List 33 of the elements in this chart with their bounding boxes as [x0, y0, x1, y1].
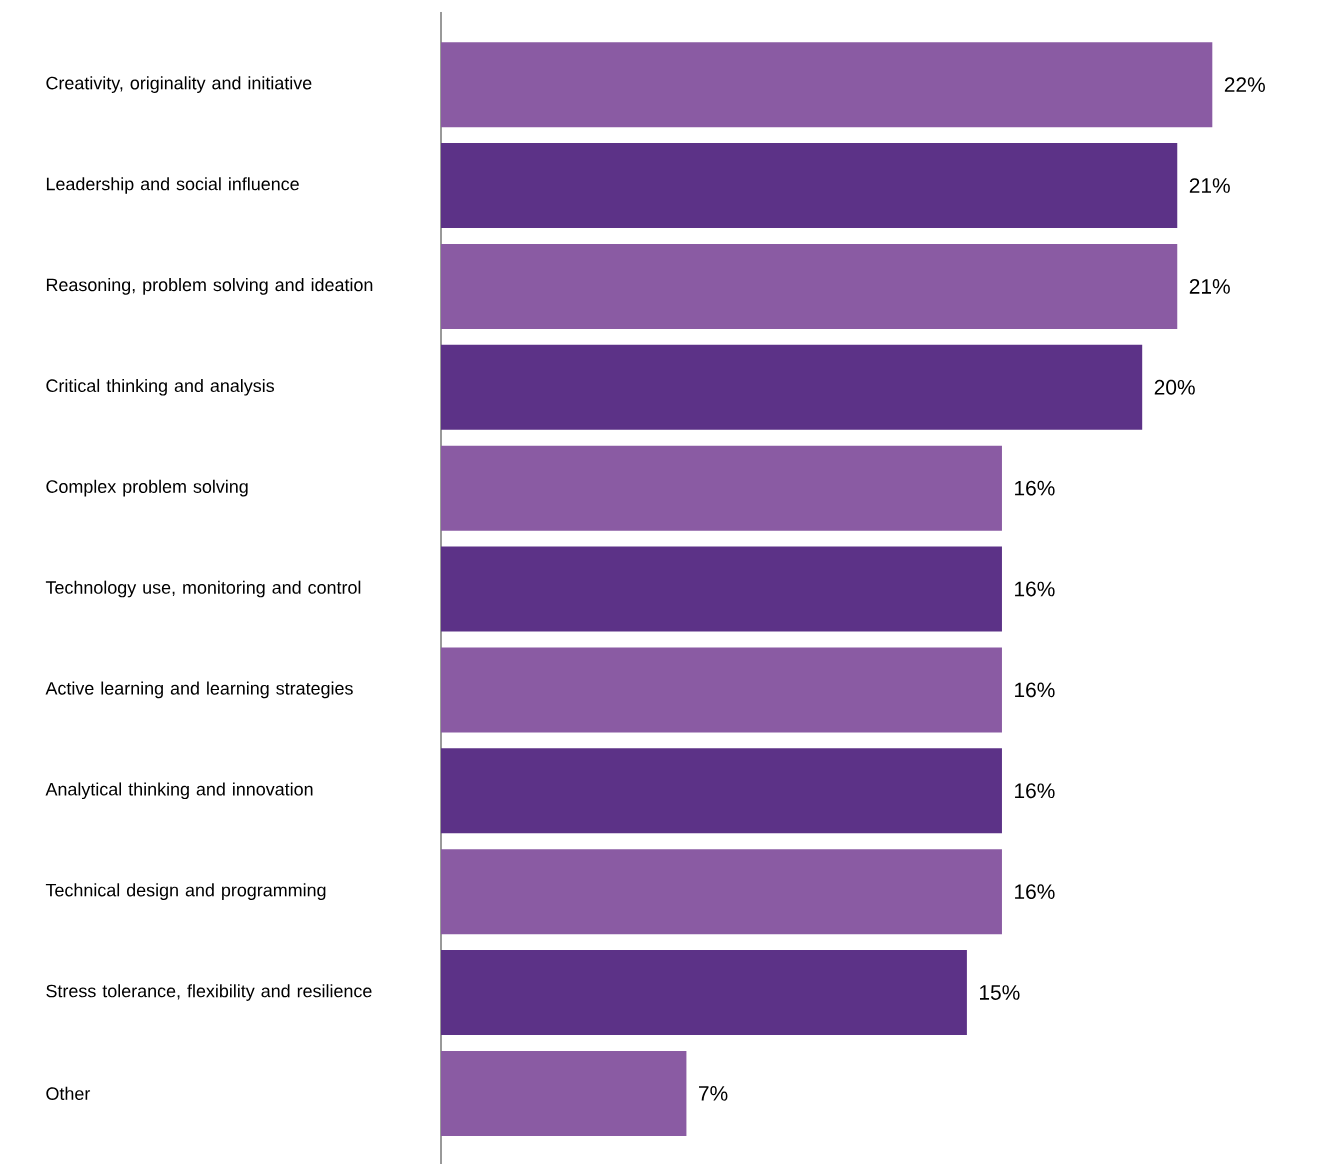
- data-label: 16%: [1015, 884, 1055, 900]
- y-tick-label: Active learning and learning strategies: [45, 681, 353, 699]
- bar: [441, 445, 1002, 531]
- data-label: 16%: [1015, 581, 1055, 597]
- data-label: 20%: [1154, 379, 1195, 395]
- y-tick-label: Reasoning, problem solving and ideation: [46, 278, 373, 295]
- data-label: 15%: [980, 985, 1020, 1000]
- y-tick-label: Creativity, originality and initiative: [46, 76, 312, 93]
- data-label: 22%: [1224, 77, 1265, 92]
- y-tick-label: Technology use, monitoring and control: [45, 580, 361, 598]
- bar: [441, 243, 1178, 329]
- bar: [441, 849, 1002, 935]
- bar: [441, 344, 1143, 430]
- y-tick-label: Analytical thinking and innovation: [45, 782, 313, 800]
- bar: [441, 1050, 687, 1136]
- data-label: 21%: [1189, 178, 1230, 193]
- y-tick-label: Complex problem solving: [46, 479, 248, 497]
- y-tick-label: Leadership and social influence: [46, 177, 299, 194]
- bar: [441, 748, 1002, 834]
- bar: [441, 143, 1178, 229]
- bar: [441, 42, 1213, 128]
- y-tick-label: Critical thinking and analysis: [46, 378, 275, 396]
- data-label: 16%: [1015, 682, 1055, 698]
- data-label: 16%: [1015, 480, 1055, 496]
- y-tick-label: Technical design and programming: [45, 883, 326, 900]
- bar: [441, 546, 1002, 632]
- bar: [441, 950, 967, 1036]
- bar: [441, 647, 1002, 733]
- data-label: 21%: [1189, 279, 1230, 294]
- y-tick-label: Other: [46, 1086, 91, 1100]
- y-tick-label: Stress tolerance, flexibility and resilience: [46, 984, 372, 1001]
- data-label: 16%: [1015, 783, 1055, 799]
- data-label: 7%: [699, 1086, 728, 1101]
